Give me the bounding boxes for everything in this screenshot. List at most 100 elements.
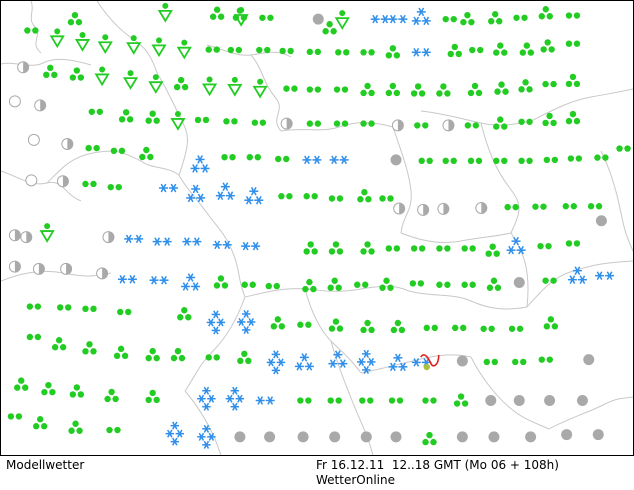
dots2-symbol xyxy=(565,12,581,19)
dots2-symbol xyxy=(333,86,349,93)
dots2-symbol xyxy=(246,153,261,161)
dots3-symbol xyxy=(519,42,535,56)
dots3-symbol xyxy=(69,67,85,81)
shower-symbol xyxy=(157,2,173,23)
partly-symbol xyxy=(102,231,115,244)
dots2-symbol xyxy=(223,118,238,125)
dots2-symbol xyxy=(306,120,322,127)
fog-symbol xyxy=(390,431,402,443)
dots2-symbol xyxy=(333,120,349,127)
shower-symbol xyxy=(74,31,91,52)
partly-symbol xyxy=(56,175,69,188)
dots3-symbol xyxy=(43,64,58,79)
partly-symbol xyxy=(442,119,455,132)
dots2-symbol xyxy=(85,144,100,152)
shower-symbol xyxy=(49,28,65,49)
shower-symbol xyxy=(39,223,55,243)
dots2-symbol xyxy=(57,304,72,311)
dots3-symbol xyxy=(68,420,83,434)
fog-symbol xyxy=(264,431,276,443)
snow2-symbol xyxy=(182,237,202,246)
dots2-symbol xyxy=(414,122,429,129)
snow4-symbol xyxy=(197,424,216,449)
snow4-symbol xyxy=(206,310,226,335)
snow4-symbol xyxy=(225,386,245,411)
dots3-symbol xyxy=(328,241,344,255)
dots2-symbol xyxy=(442,15,457,23)
snow2-symbol xyxy=(124,234,144,244)
dots2-symbol xyxy=(256,46,271,54)
dots2-symbol xyxy=(436,281,451,288)
snow4-symbol xyxy=(266,350,286,375)
snow3-symbol xyxy=(215,182,235,200)
snow3-symbol xyxy=(181,273,201,291)
fog-symbol xyxy=(297,431,309,443)
dots3-symbol xyxy=(322,21,337,35)
map-footer: Modellwetter Fr 16.12.11 12..18 GMT (Mo … xyxy=(0,456,634,490)
dots2-symbol xyxy=(461,281,476,288)
snow3-symbol xyxy=(190,155,210,173)
dots3-symbol xyxy=(360,241,375,255)
fog-symbol xyxy=(576,395,588,407)
dots3-symbol xyxy=(139,146,154,161)
dots2-symbol xyxy=(565,40,581,47)
dots2-symbol xyxy=(493,157,508,165)
dots2-symbol xyxy=(594,154,609,161)
dots3-symbol xyxy=(41,381,56,396)
partly-symbol xyxy=(96,267,109,280)
clear-symbol xyxy=(27,133,40,146)
shower-symbol xyxy=(97,34,113,54)
dots3-symbol xyxy=(327,277,342,291)
dots3-symbol xyxy=(14,377,29,391)
dots3-symbol xyxy=(486,277,502,291)
snow2-symbol xyxy=(241,241,261,251)
fog-symbol xyxy=(456,355,468,367)
fog-symbol xyxy=(234,431,246,443)
datetime-label: Fr 16.12.11 12..18 GMT (Mo 06 + 108h) xyxy=(316,458,559,472)
dots3-symbol xyxy=(436,83,451,97)
dots2-symbol xyxy=(565,240,581,247)
shower-symbol xyxy=(151,37,167,58)
dots2-symbol xyxy=(469,46,484,54)
dots2-symbol xyxy=(409,280,425,287)
partly-symbol xyxy=(20,231,33,244)
snow4-symbol xyxy=(197,386,216,411)
dots3-symbol xyxy=(209,6,225,20)
dots2-symbol xyxy=(221,153,236,161)
snow2-symbol xyxy=(158,183,178,193)
dots2-symbol xyxy=(616,145,631,152)
dots2-symbol xyxy=(464,122,480,129)
dots2-symbol xyxy=(297,397,312,404)
dots2-symbol xyxy=(251,119,267,126)
snow3-symbol xyxy=(411,7,431,26)
dots3-symbol xyxy=(565,73,581,88)
dots2-symbol xyxy=(562,203,577,210)
snow2-symbol xyxy=(152,237,172,246)
dots2-symbol xyxy=(110,147,126,155)
snow2-symbol xyxy=(329,155,349,165)
partly-symbol xyxy=(417,203,430,216)
dots3-symbol xyxy=(488,11,503,25)
fog-symbol xyxy=(329,431,341,443)
dots3-symbol xyxy=(565,110,581,125)
dots2-symbol xyxy=(82,305,97,313)
dots2-symbol xyxy=(205,46,220,53)
dots3-symbol xyxy=(467,82,483,97)
dots2-symbol xyxy=(436,245,451,252)
dots3-symbol xyxy=(270,316,286,330)
snow4-symbol xyxy=(357,349,376,374)
dots2-symbol xyxy=(82,180,97,188)
partly-symbol xyxy=(280,117,293,130)
dots2-symbol xyxy=(194,116,210,124)
dots3-symbol xyxy=(173,76,189,91)
dots3-symbol xyxy=(360,319,375,334)
dots3-symbol xyxy=(542,112,557,127)
shower-symbol xyxy=(148,74,164,94)
dots2-symbol xyxy=(297,321,312,328)
snow2-symbol xyxy=(149,275,169,285)
source-label: WetterOnline xyxy=(316,473,395,487)
fog-symbol xyxy=(390,154,402,166)
dots3-symbol xyxy=(379,277,394,291)
dots3-symbol xyxy=(460,11,475,26)
weather-symbols xyxy=(7,2,631,449)
